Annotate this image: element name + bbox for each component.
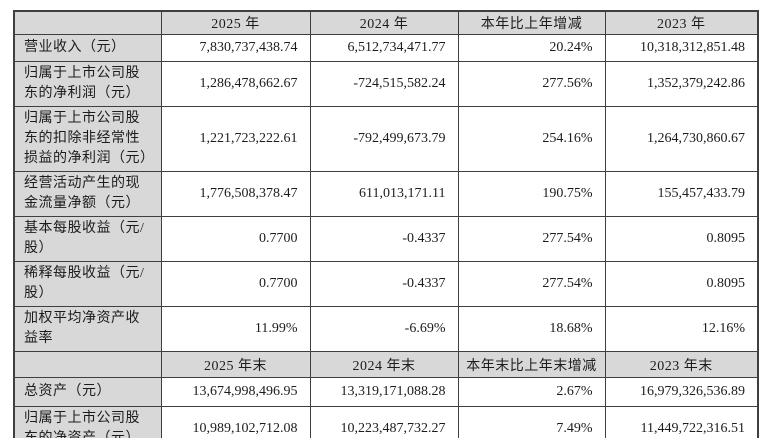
table-row: 归属于上市公司股东的净利润（元） 1,286,478,662.67 -724,5…	[13, 61, 759, 107]
cell-2024: -0.4337	[309, 261, 459, 307]
cell-2024: -724,515,582.24	[309, 61, 459, 107]
table-row: 稀释每股收益（元/股） 0.7700 -0.4337 277.54% 0.809…	[13, 261, 759, 307]
cell-2025: 13,674,998,496.95	[160, 377, 311, 407]
row-label-net-profit: 归属于上市公司股东的净利润（元）	[13, 61, 162, 107]
table-row: 营业收入（元） 7,830,737,438.74 6,512,734,471.7…	[13, 34, 759, 62]
annual-header-row: 2025 年 2024 年 本年比上年增减 2023 年	[13, 10, 759, 35]
cell-2024: 13,319,171,088.28	[309, 377, 459, 407]
cell-2025: 0.7700	[160, 261, 311, 307]
cell-change: 277.54%	[457, 216, 606, 262]
cell-2023: 11,449,722,316.51	[604, 406, 759, 438]
cell-change: 7.49%	[457, 406, 606, 438]
cell-change: 190.75%	[457, 171, 606, 217]
table-row: 归属于上市公司股东的扣除非经常性损益的净利润（元） 1,221,723,222.…	[13, 106, 759, 172]
cell-2024: -792,499,673.79	[309, 106, 459, 172]
period-end-header-row: 2025 年末 2024 年末 本年末比上年末增减 2023 年末	[13, 351, 759, 378]
cell-2024: -0.4337	[309, 216, 459, 262]
cell-2025: 11.99%	[160, 306, 311, 352]
table-row: 基本每股收益（元/股） 0.7700 -0.4337 277.54% 0.809…	[13, 216, 759, 262]
table-row: 经营活动产生的现金流量净额（元） 1,776,508,378.47 611,01…	[13, 171, 759, 217]
cell-change: 254.16%	[457, 106, 606, 172]
row-label-diluted-eps: 稀释每股收益（元/股）	[13, 261, 162, 307]
cell-2023: 12.16%	[604, 306, 759, 352]
cell-2025: 0.7700	[160, 216, 311, 262]
cell-2023: 0.8095	[604, 261, 759, 307]
col-header-2023: 2023 年	[604, 10, 759, 35]
row-label-revenue: 营业收入（元）	[13, 34, 162, 62]
row-label-weighted-avg-roe: 加权平均净资产收益率	[13, 306, 162, 352]
cell-2023: 1,264,730,860.67	[604, 106, 759, 172]
col-header-yoy-change: 本年比上年增减	[457, 10, 606, 35]
cell-change: 277.54%	[457, 261, 606, 307]
cell-2025: 1,221,723,222.61	[160, 106, 311, 172]
cell-change: 18.68%	[457, 306, 606, 352]
row-label-operating-cash-flow: 经营活动产生的现金流量净额（元）	[13, 171, 162, 217]
table-row: 总资产（元） 13,674,998,496.95 13,319,171,088.…	[13, 377, 759, 407]
col-header-end-change: 本年末比上年末增减	[457, 351, 606, 378]
cell-2023: 16,979,326,536.89	[604, 377, 759, 407]
corner-cell	[13, 10, 162, 35]
cell-2025: 7,830,737,438.74	[160, 34, 311, 62]
cell-2025: 1,286,478,662.67	[160, 61, 311, 107]
cell-2024: -6.69%	[309, 306, 459, 352]
row-label-net-assets: 归属于上市公司股东的净资产（元）	[13, 406, 162, 438]
cell-2023: 155,457,433.79	[604, 171, 759, 217]
cell-2023: 1,352,379,242.86	[604, 61, 759, 107]
table-row: 加权平均净资产收益率 11.99% -6.69% 18.68% 12.16%	[13, 306, 759, 352]
cell-change: 20.24%	[457, 34, 606, 62]
cell-2025: 1,776,508,378.47	[160, 171, 311, 217]
cell-2023: 10,318,312,851.48	[604, 34, 759, 62]
col-header-2024: 2024 年	[309, 10, 459, 35]
cell-2024: 611,013,171.11	[309, 171, 459, 217]
cell-2025: 10,989,102,712.08	[160, 406, 311, 438]
cell-2023: 0.8095	[604, 216, 759, 262]
cell-change: 277.56%	[457, 61, 606, 107]
col-header-2025: 2025 年	[160, 10, 311, 35]
col-header-2025-end: 2025 年末	[160, 351, 311, 378]
cell-2024: 10,223,487,732.27	[309, 406, 459, 438]
corner-cell	[13, 351, 162, 378]
table-row: 归属于上市公司股东的净资产（元） 10,989,102,712.08 10,22…	[13, 406, 759, 438]
financial-summary-table: 2025 年 2024 年 本年比上年增减 2023 年 营业收入（元） 7,8…	[13, 10, 759, 438]
col-header-2023-end: 2023 年末	[604, 351, 759, 378]
cell-2024: 6,512,734,471.77	[309, 34, 459, 62]
row-label-total-assets: 总资产（元）	[13, 377, 162, 407]
row-label-net-profit-excl-nonrecurring: 归属于上市公司股东的扣除非经常性损益的净利润（元）	[13, 106, 162, 172]
cell-change: 2.67%	[457, 377, 606, 407]
row-label-basic-eps: 基本每股收益（元/股）	[13, 216, 162, 262]
col-header-2024-end: 2024 年末	[309, 351, 459, 378]
